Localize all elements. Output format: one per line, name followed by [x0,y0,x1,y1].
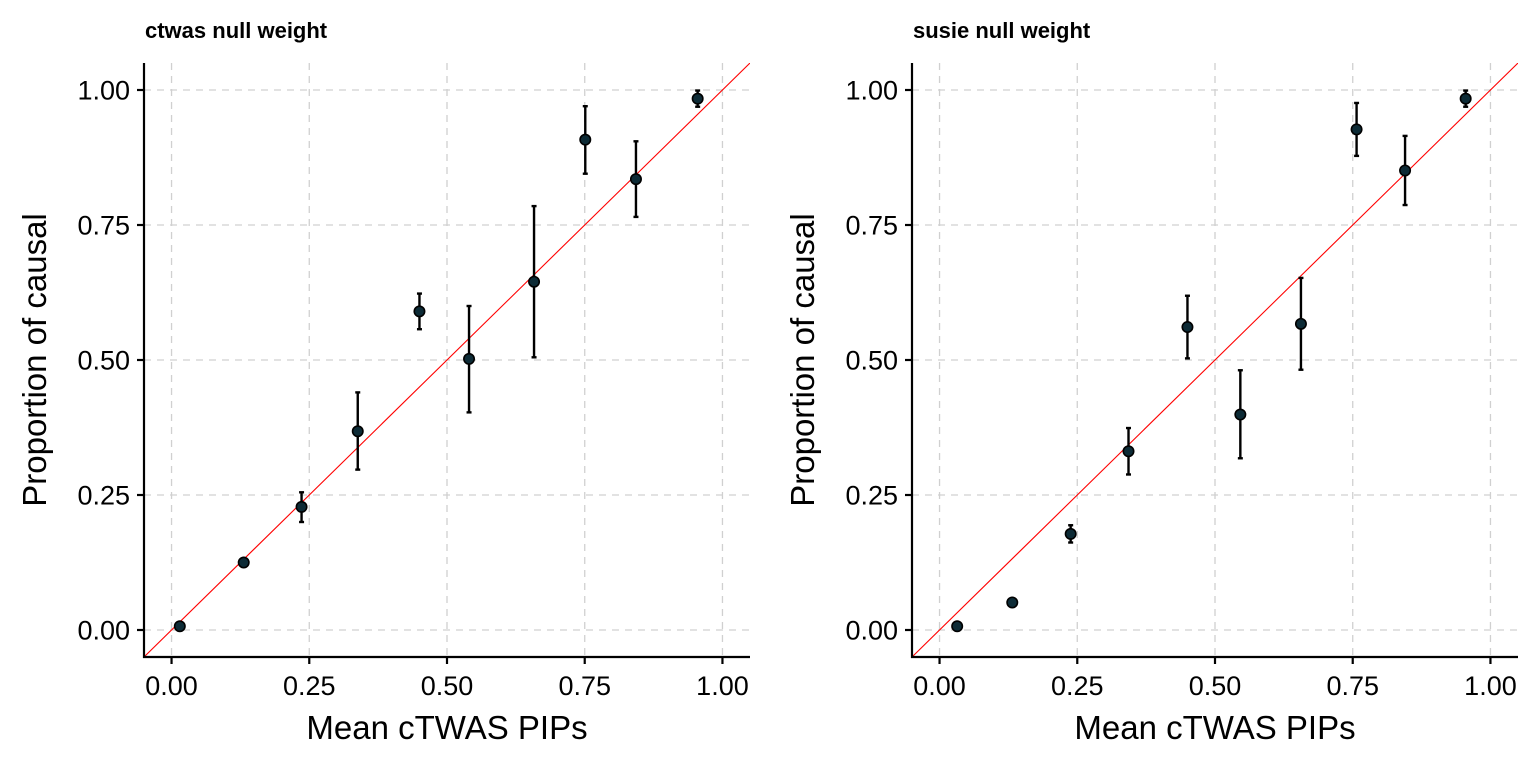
data-point [237,556,250,569]
reference-line [144,63,750,657]
data-point [1399,164,1412,177]
reference-line [912,63,1518,657]
y-tick-label: 0.50 [845,346,898,376]
data-point [1350,123,1363,136]
data-point [629,173,642,186]
data-point [463,352,476,365]
x-axis-label: Mean cTWAS PIPs [306,709,587,746]
y-tick-label: 0.00 [77,616,130,646]
x-tick-label: 0.75 [558,671,611,701]
y-tick-label: 0.25 [77,481,130,511]
y-tick-label: 0.50 [77,346,130,376]
x-axis-label: Mean cTWAS PIPs [1074,709,1355,746]
data-point [528,275,541,288]
data-point [1122,445,1135,458]
panel-ctwas-null-weight: 0.00 0.00 0.25 0.25 0.50 0.50 0.75 0.75 1.00 1.00… [16,18,750,746]
data-point [951,620,964,633]
data-point [1006,596,1019,609]
data-point [173,620,186,633]
data-point [295,500,308,513]
data-point [1459,92,1472,105]
y-tick-label: 1.00 [845,76,898,106]
x-tick-label: 0.00 [145,671,198,701]
y-axis-label: Proportion of causal [16,213,53,507]
y-tick-label: 0.75 [77,211,130,241]
panel-title: ctwas null weight [145,18,328,43]
x-tick-label: 0.50 [421,671,474,701]
y-tick-label: 1.00 [77,76,130,106]
y-tick-label: 0.25 [845,481,898,511]
x-tick-label: 0.75 [1326,671,1379,701]
x-tick-label: 1.00 [696,671,749,701]
x-tick-label: 0.25 [1051,671,1104,701]
data-point [1181,321,1194,334]
data-point [1064,527,1077,540]
x-tick-label: 0.50 [1189,671,1242,701]
y-tick-label: 0.75 [845,211,898,241]
x-tick-label: 1.00 [1464,671,1517,701]
panel-susie-null-weight: 0.00 0.00 0.25 0.25 0.50 0.50 0.75 0.75 1.00 1.00… [784,18,1518,746]
y-tick-label: 0.00 [845,616,898,646]
y-axis-label: Proportion of causal [784,213,821,507]
data-point [1294,317,1307,330]
data-point [351,425,364,438]
data-point [1234,408,1247,421]
data-point [579,133,592,146]
data-point [413,305,426,318]
panel-title: susie null weight [913,18,1091,43]
data-point [691,92,704,105]
x-tick-label: 0.00 [913,671,966,701]
x-tick-label: 0.25 [283,671,336,701]
